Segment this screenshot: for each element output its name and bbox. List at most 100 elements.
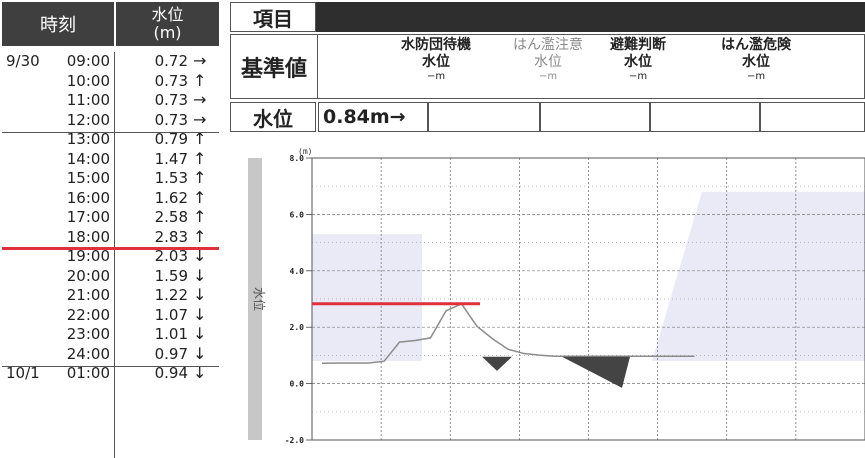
- trend-arrow-icon: ↓: [193, 324, 207, 343]
- row-time: 23:00: [66, 325, 110, 343]
- row-time: 14:00: [66, 149, 110, 168]
- row-divider: [2, 132, 219, 133]
- trend-arrow-icon: ↑: [193, 207, 207, 226]
- trend-arrow-icon: ↓: [193, 265, 207, 285]
- level-caution-name: はん濫注意: [513, 37, 583, 53]
- table-row: 22:00 1.07 ↓: [2, 304, 219, 326]
- trend-arrow-icon: ↓: [193, 285, 207, 304]
- table-row: 17:00 2.58 ↑: [2, 207, 219, 228]
- level-caution-sub: 水位: [534, 54, 562, 70]
- y-tick-label: -2.0: [285, 436, 304, 445]
- row-date: 9/30: [6, 52, 40, 70]
- table-row: 20:00 1.59 ↓: [2, 265, 219, 287]
- level-column-header: 水位 (m): [116, 2, 219, 46]
- table-row: 13:00 0.79 ↑: [2, 129, 219, 150]
- y-tick-label: 0.0: [290, 380, 305, 389]
- row-time: 22:00: [66, 305, 110, 324]
- table-row: 24:00 0.97 ↓: [2, 343, 219, 365]
- row-level-value: 0.73: [154, 91, 188, 109]
- row-time: 16:00: [66, 188, 110, 207]
- level-evacuation-name: 避難判断: [610, 37, 666, 53]
- time-column-header: 時刻: [2, 2, 116, 46]
- trend-arrow-icon: ↓: [193, 343, 207, 363]
- series-line: [321, 302, 695, 365]
- level-cell-empty: [760, 102, 865, 132]
- water-level-chart: 水位 (m)8.0 6.0 4.0 2.0 0.0 -2.0: [248, 147, 865, 445]
- water-level-table: 時刻 水位 (m) 9/30 09:00 0.72 → 10:00 0.73 ↑ 11:00 0…: [0, 0, 219, 458]
- level-standby-name: 水防団待機: [401, 37, 471, 53]
- level-standby-sub: 水位: [422, 54, 450, 70]
- row-level-value: 0.79: [154, 130, 188, 148]
- trend-arrow-icon: ↑: [193, 226, 207, 246]
- trend-arrow-icon: →: [193, 109, 207, 129]
- level-column-header-text: 水位 (m): [151, 5, 184, 42]
- column-divider: [114, 52, 115, 458]
- level-cell-empty: [650, 102, 760, 132]
- row-level-value: 1.62: [154, 188, 188, 207]
- row-time: 13:00: [66, 130, 110, 148]
- row-time: 24:00: [66, 344, 110, 363]
- table-row: 14:00 1.47 ↑: [2, 148, 219, 170]
- table-row: 21:00 1.22 ↓: [2, 285, 219, 306]
- row-time: 21:00: [66, 286, 110, 304]
- level-danger: はん濫危険 水位 −m: [701, 37, 811, 83]
- reference-levels-row: 基準値 水防団待機 水位 −m はん濫注意 水位 −m 避難判断 水位 −m は…: [230, 34, 865, 99]
- background-band: [652, 191, 865, 362]
- level-evacuation-value: −m: [628, 71, 648, 82]
- level-evacuation: 避難判断 水位 −m: [583, 37, 693, 83]
- item-header-bar: 項目: [230, 2, 865, 32]
- trend-arrow-icon: ↓: [193, 246, 207, 265]
- negative-marker: [482, 356, 512, 371]
- trend-arrow-icon: →: [193, 51, 207, 70]
- row-level-value: 2.03: [154, 247, 188, 265]
- table-row: 16:00 1.62 ↑: [2, 188, 219, 209]
- row-level-value: 2.83: [154, 227, 188, 246]
- table-header: 時刻 水位 (m): [2, 2, 219, 46]
- row-level-value: 1.47: [154, 149, 188, 168]
- row-level-value: 0.94: [154, 364, 188, 382]
- trend-arrow-icon: ↑: [193, 168, 207, 187]
- table-row: 23:00 1.01 ↓: [2, 324, 219, 345]
- trend-arrow-icon: ↑: [193, 70, 207, 90]
- row-level-value: 2.58: [154, 208, 188, 226]
- row-divider: [2, 366, 219, 367]
- row-time: 19:00: [66, 247, 110, 265]
- trend-arrow-icon: ↑: [193, 148, 207, 168]
- highlight-line: [2, 247, 219, 250]
- current-level-row: 水位 0.84m→: [230, 102, 865, 132]
- trend-arrow-icon: ↓: [193, 304, 207, 324]
- row-time: 10:00: [66, 71, 110, 90]
- table-row: 11:00 0.73 →: [2, 90, 219, 111]
- level-danger-value: −m: [746, 71, 766, 82]
- item-label: 項目: [230, 2, 316, 32]
- reference-label: 基準値: [231, 35, 318, 98]
- current-level-label: 水位: [230, 102, 316, 132]
- row-time: 20:00: [66, 266, 110, 285]
- row-level-value: 1.01: [154, 325, 188, 343]
- table-row: 9/30 09:00 0.72 →: [2, 51, 219, 72]
- level-evacuation-sub: 水位: [624, 54, 652, 70]
- y-axis-unit: (m): [298, 147, 312, 156]
- row-date: 10/1: [6, 364, 40, 382]
- row-time: 09:00: [66, 52, 110, 70]
- background-band: [312, 234, 422, 362]
- y-tick-label: 6.0: [290, 210, 305, 219]
- table-row: 18:00 2.83 ↑: [2, 226, 219, 248]
- table-body: 9/30 09:00 0.72 → 10:00 0.73 ↑ 11:00 0.73 → 12:00 0…: [2, 51, 219, 384]
- y-tick-label: 4.0: [290, 267, 305, 276]
- row-level-value: 1.59: [154, 266, 188, 285]
- row-time: 15:00: [66, 169, 110, 187]
- table-row: 10:00 0.73 ↑: [2, 70, 219, 92]
- level-standby: 水防団待機 水位 −m: [381, 37, 491, 83]
- level-cell-empty: [540, 102, 650, 132]
- level-standby-value: −m: [426, 71, 446, 82]
- table-row: 10/1 01:00 0.94 ↓: [2, 363, 219, 384]
- y-axis-label: 水位: [252, 287, 267, 311]
- level-caution-value: −m: [538, 71, 558, 82]
- y-tick-label: 8.0: [290, 154, 305, 163]
- negative-marker: [562, 356, 630, 388]
- y-axis-bar: [248, 158, 262, 440]
- level-danger-name: はん濫危険: [721, 37, 791, 53]
- current-level-value: 0.84m→: [318, 102, 428, 132]
- row-time: 12:00: [66, 110, 110, 129]
